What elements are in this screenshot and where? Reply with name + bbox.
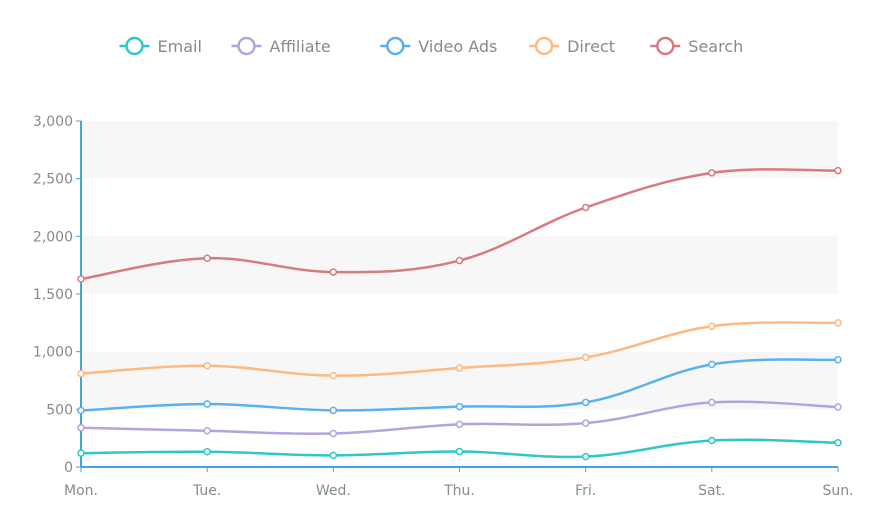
series-video-ads (77, 355, 842, 415)
data-point (329, 371, 338, 380)
y-tick-label: 500 (46, 402, 73, 418)
data-point (77, 449, 85, 457)
series-direct (77, 319, 842, 380)
data-point (834, 319, 842, 327)
data-point (581, 203, 590, 212)
data-point (455, 420, 464, 429)
x-tick-label: Wed. (316, 483, 351, 499)
legend-circle-icon (534, 36, 554, 56)
legend-item-email[interactable]: Email (119, 36, 202, 56)
grid-band (81, 178, 838, 237)
data-point (203, 254, 211, 262)
data-point (581, 353, 590, 362)
y-tick-label: 1,000 (33, 345, 73, 361)
data-point (708, 360, 716, 369)
data-point (834, 439, 842, 447)
x-tick-label: Sat. (698, 483, 725, 499)
legend-circle-icon (237, 36, 256, 56)
grid-band (81, 294, 838, 352)
data-point (455, 447, 464, 456)
legend[interactable]: Email Affiliate Video Ads Direct Search (119, 36, 744, 56)
x-tick-label: Sun. (822, 483, 853, 499)
y-tick-label: 3,000 (33, 114, 73, 130)
legend-circle-icon (386, 36, 405, 56)
data-point (708, 169, 716, 177)
data-point (77, 406, 85, 415)
data-point (203, 400, 211, 408)
data-point (455, 364, 464, 372)
x-tick-label: Thu. (443, 483, 475, 499)
legend-circle-icon (656, 36, 675, 56)
y-tick-label: 0 (64, 460, 73, 476)
data-point (834, 166, 842, 175)
data-point (708, 322, 716, 331)
series-lines (77, 166, 842, 461)
data-point (708, 398, 716, 407)
grid-band (81, 409, 838, 467)
legend-label: Email (158, 37, 202, 56)
legend-label: Affiliate (270, 37, 331, 56)
data-point (581, 452, 590, 461)
legend-item-affiliate[interactable]: Affiliate (231, 36, 331, 56)
data-point (77, 424, 85, 432)
legend-circle-icon (125, 36, 144, 56)
grid-band (81, 121, 838, 179)
x-tick-label: Mon. (64, 483, 98, 499)
data-point (203, 361, 211, 370)
data-point (834, 355, 842, 364)
data-point (77, 275, 85, 283)
data-point (329, 429, 338, 438)
y-tick-label: 2,500 (33, 172, 73, 188)
data-point (329, 406, 338, 415)
data-point (329, 268, 338, 276)
x-tick-label: Tue. (192, 483, 221, 499)
series-search (77, 166, 842, 283)
grid-bands (81, 121, 838, 467)
data-point (834, 403, 842, 411)
y-tick-label: 1,500 (33, 287, 73, 303)
data-point (203, 427, 211, 435)
data-point (77, 369, 85, 378)
series-email (77, 436, 842, 461)
data-point (329, 451, 338, 460)
legend-item-search[interactable]: Search (650, 36, 743, 56)
data-point (455, 256, 464, 265)
x-tick-label: Fri. (575, 483, 596, 499)
data-point (455, 402, 464, 411)
legend-label: Direct (567, 37, 615, 56)
grid-band (81, 236, 838, 294)
y-tick-label: 2,000 (33, 229, 73, 245)
series-affiliate (77, 398, 842, 438)
data-point (203, 448, 211, 456)
legend-label: Video Ads (418, 37, 497, 56)
data-point (581, 398, 590, 407)
axes: 0 500 1,000 1,500 2,000 2,500 3,000 Mon. Tue. Wed… (33, 114, 854, 499)
legend-item-direct[interactable]: Direct (529, 36, 615, 56)
data-point (581, 419, 590, 427)
legend-label: Search (688, 37, 743, 56)
legend-item-video-ads[interactable]: Video Ads (380, 36, 497, 56)
data-point (708, 436, 716, 445)
